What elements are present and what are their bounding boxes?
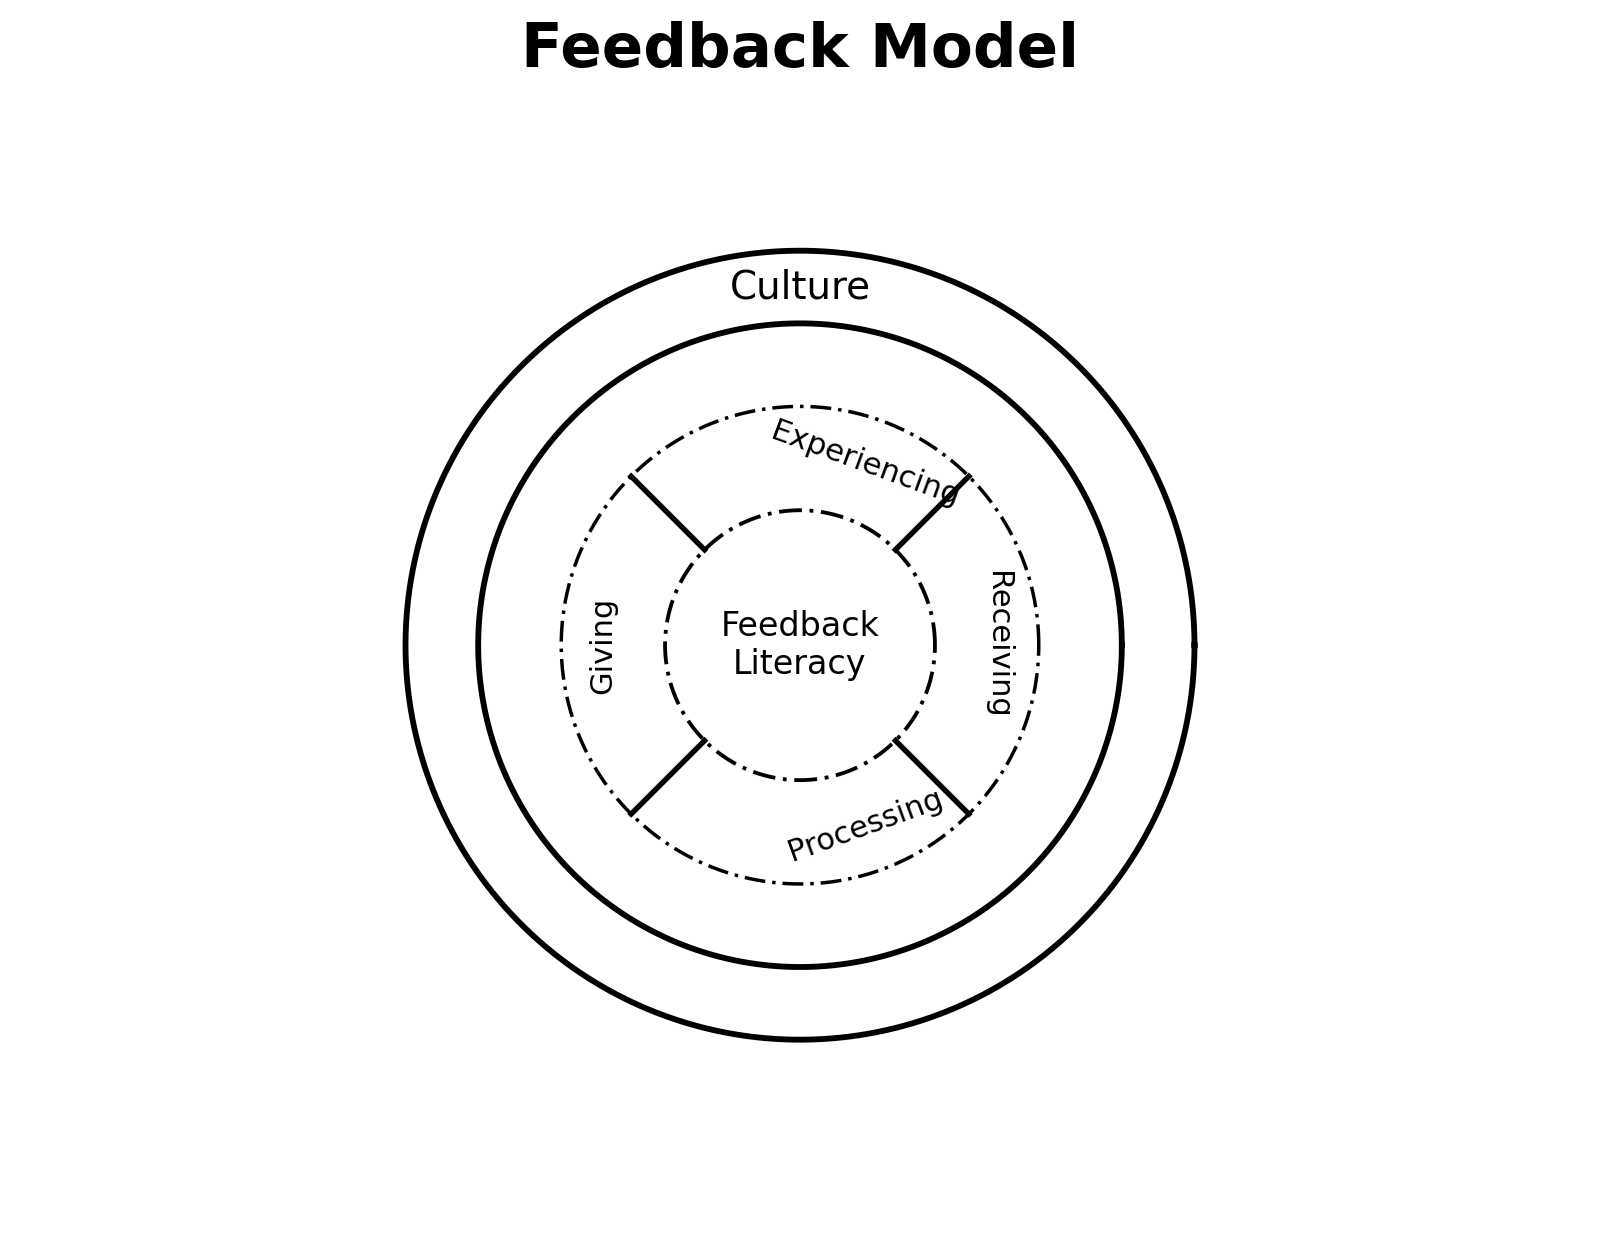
Text: Culture: Culture xyxy=(730,268,870,306)
Text: Giving: Giving xyxy=(589,596,618,694)
Text: Feedback
Literacy: Feedback Literacy xyxy=(720,610,880,680)
Text: Experiencing: Experiencing xyxy=(768,417,963,512)
Title: Feedback Model: Feedback Model xyxy=(522,21,1078,80)
Text: Processing: Processing xyxy=(784,784,947,867)
Text: Receiving: Receiving xyxy=(982,571,1011,719)
